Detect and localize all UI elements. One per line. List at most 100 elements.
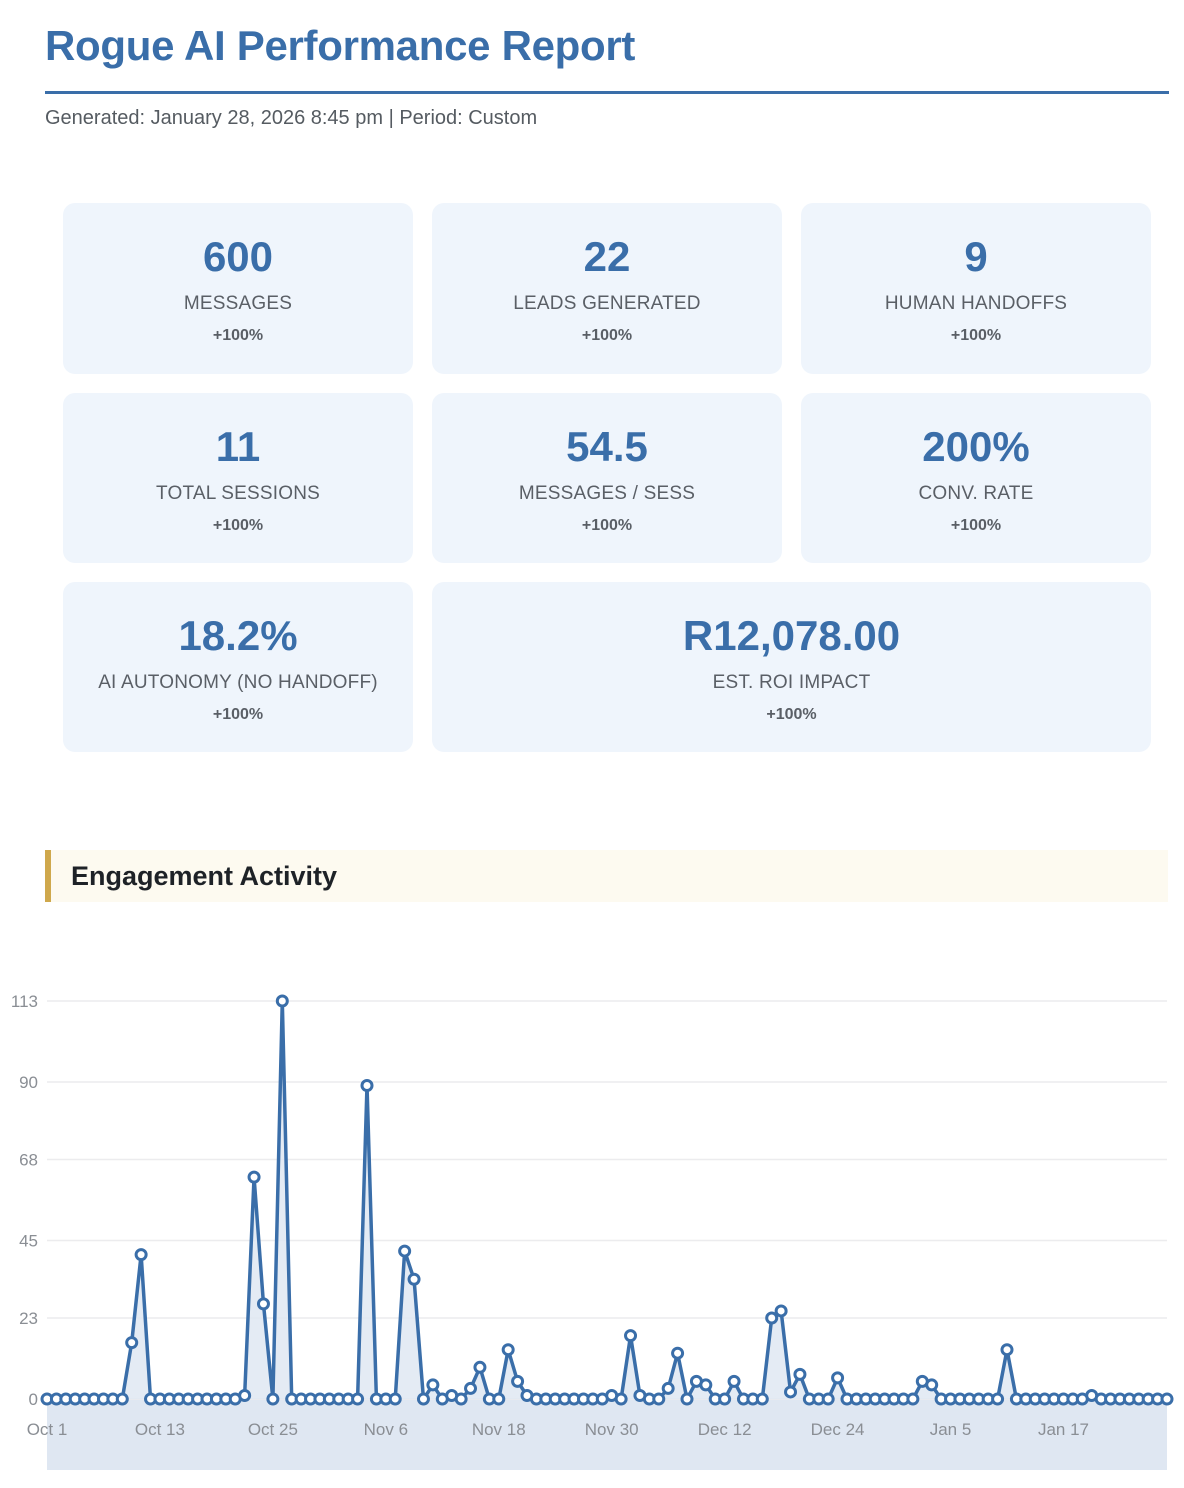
metric-label: HUMAN HANDOFFS xyxy=(884,293,1068,314)
data-point xyxy=(238,1388,252,1402)
metric-change: +100% xyxy=(212,327,264,344)
data-point xyxy=(831,1371,845,1385)
data-point xyxy=(1000,1343,1014,1357)
data-point xyxy=(765,1311,779,1325)
data-point xyxy=(680,1392,694,1406)
y-axis-ticks: 0 23 45 68 90 113 xyxy=(11,992,38,1409)
data-point xyxy=(266,1392,280,1406)
metric-card-sessions: 11 TOTAL SESSIONS +100% xyxy=(63,393,413,563)
data-point xyxy=(125,1336,139,1350)
data-point xyxy=(501,1343,515,1357)
data-point xyxy=(793,1367,807,1381)
report-subtitle: Generated: January 28, 2026 8:45 pm | Pe… xyxy=(45,107,538,129)
metric-label: LEADS GENERATED xyxy=(513,293,701,314)
metric-card-messages-per-session: 54.5 MESSAGES / SESS +100% xyxy=(432,393,782,563)
metric-value: 11 xyxy=(215,423,261,470)
y-tick-label: 113 xyxy=(11,992,38,1011)
metric-value: 54.5 xyxy=(566,423,648,470)
metric-card-messages: 600 MESSAGES +100% xyxy=(63,203,413,374)
metric-change: +100% xyxy=(212,706,264,723)
x-tick-label: Oct 13 xyxy=(135,1420,185,1439)
x-tick-label: Dec 12 xyxy=(698,1420,752,1439)
x-tick-label: Oct 25 xyxy=(248,1420,298,1439)
metric-change: +100% xyxy=(950,517,1002,534)
data-point xyxy=(275,994,289,1008)
x-tick-label: Nov 6 xyxy=(364,1420,408,1439)
data-point xyxy=(115,1392,129,1406)
report-title: Rogue AI Performance Report xyxy=(45,22,636,69)
metric-change: +100% xyxy=(766,706,817,723)
metric-card-roi-impact: R12,078.00 EST. ROI IMPACT +100% xyxy=(432,582,1151,752)
data-point xyxy=(398,1244,412,1258)
data-point xyxy=(351,1392,365,1406)
data-point xyxy=(134,1248,148,1262)
data-point xyxy=(614,1392,628,1406)
metric-change: +100% xyxy=(950,327,1002,344)
metric-value: 200% xyxy=(922,423,1030,470)
metric-card-ai-autonomy: 18.2% AI AUTONOMY (NO HANDOFF) +100% xyxy=(63,582,413,752)
data-point xyxy=(671,1346,685,1360)
data-point xyxy=(906,1392,920,1406)
chart-series xyxy=(40,994,1174,1406)
data-point xyxy=(416,1392,430,1406)
x-tick-label: Nov 30 xyxy=(585,1420,639,1439)
engagement-line-chart: 0 23 45 68 90 113 Oct 1 Oct 13 Oct 25 Nov 6 Nov 1… xyxy=(11,992,1174,1470)
data-point xyxy=(652,1392,666,1406)
data-point xyxy=(755,1392,769,1406)
title-divider xyxy=(45,91,1169,94)
series-line xyxy=(47,999,1167,1401)
x-tick-label: Jan 5 xyxy=(930,1420,972,1439)
metric-change: +100% xyxy=(581,517,633,534)
y-tick-label: 23 xyxy=(19,1309,38,1328)
data-point xyxy=(1160,1392,1174,1406)
y-tick-label: 45 xyxy=(19,1232,38,1251)
data-point xyxy=(774,1304,788,1318)
metric-card-conversion-rate: 200% CONV. RATE +100% xyxy=(801,393,1151,563)
axis-fill-band xyxy=(47,1399,1167,1470)
data-point xyxy=(699,1378,713,1392)
metric-label: MESSAGES / SESS xyxy=(518,483,696,504)
data-point xyxy=(727,1374,741,1388)
data-point xyxy=(454,1392,468,1406)
data-point xyxy=(925,1378,939,1392)
data-point xyxy=(256,1297,270,1311)
metric-value: 600 xyxy=(202,233,274,280)
y-tick-label: 90 xyxy=(19,1073,38,1092)
chart-gridlines xyxy=(47,1000,1167,1470)
metric-label: AI AUTONOMY (NO HANDOFF) xyxy=(98,672,378,693)
metric-label: MESSAGES xyxy=(183,293,293,314)
metric-change: +100% xyxy=(581,327,633,344)
x-axis-ticks: Oct 1 Oct 13 Oct 25 Nov 6 Nov 18 Nov 30 Dec 12… xyxy=(27,1420,1089,1439)
metric-label: EST. ROI IMPACT xyxy=(712,672,871,693)
section-title: Engagement Activity xyxy=(71,861,338,891)
metric-change: +100% xyxy=(212,517,264,534)
data-point xyxy=(784,1385,798,1399)
x-tick-label: Nov 18 xyxy=(472,1420,526,1439)
data-point xyxy=(492,1392,506,1406)
data-point xyxy=(718,1392,732,1406)
data-point xyxy=(388,1392,402,1406)
metric-value: 18.2% xyxy=(178,612,298,659)
metric-card-leads: 22 LEADS GENERATED +100% xyxy=(432,203,782,374)
metric-value: 9 xyxy=(964,233,988,280)
series-area xyxy=(47,1001,1167,1399)
metric-value: R12,078.00 xyxy=(682,612,901,659)
data-point xyxy=(661,1381,675,1395)
metric-card-handoffs: 9 HUMAN HANDOFFS +100% xyxy=(801,203,1151,374)
x-tick-label: Dec 24 xyxy=(811,1420,865,1439)
data-point xyxy=(473,1360,487,1374)
x-tick-label: Jan 17 xyxy=(1038,1420,1089,1439)
y-tick-label: 0 xyxy=(29,1390,38,1409)
data-point xyxy=(464,1381,478,1395)
data-point xyxy=(247,1170,261,1184)
data-point xyxy=(991,1392,1005,1406)
data-point xyxy=(511,1374,525,1388)
y-tick-label: 68 xyxy=(19,1150,38,1169)
x-tick-label: Oct 1 xyxy=(27,1420,68,1439)
data-point xyxy=(624,1329,638,1343)
section-header-engagement: Engagement Activity xyxy=(45,850,1168,902)
data-point xyxy=(407,1272,421,1286)
metric-label: TOTAL SESSIONS xyxy=(156,483,320,504)
data-point xyxy=(426,1378,440,1392)
data-point xyxy=(360,1079,374,1093)
